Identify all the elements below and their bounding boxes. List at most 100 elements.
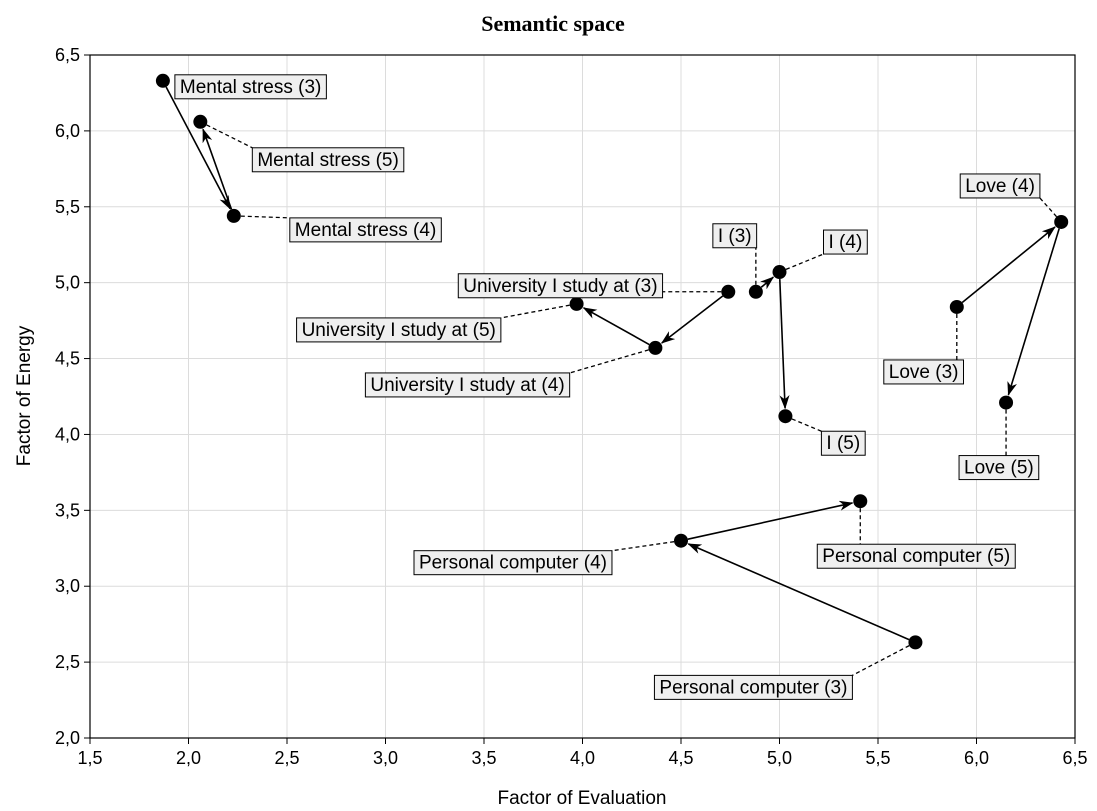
label-box: [712, 223, 758, 249]
y-tick-label: 4,5: [55, 349, 80, 369]
point-university-i-study-at-4: [648, 340, 663, 355]
point-label-text: Personal computer (3): [659, 677, 847, 698]
label-personal-computer-3: Personal computer (3): [653, 674, 853, 700]
point-love-3: [949, 299, 964, 314]
x-tick-label: 3,5: [471, 748, 496, 768]
point-label-text: Personal computer (4): [419, 553, 607, 574]
point-personal-computer-4: [674, 533, 688, 548]
label-box: [413, 550, 613, 576]
arrow-university-i-study-at-3-to-university-i-study-at-4: [660, 295, 724, 344]
point-love-4: [1054, 214, 1069, 229]
trajectory-arrows: [165, 86, 1060, 641]
x-tick-label: 5,5: [865, 748, 890, 768]
point-mental-stress-5: [193, 114, 208, 129]
x-tick-label: 4,5: [668, 748, 693, 768]
label-box: [364, 372, 571, 398]
label-box: [457, 273, 664, 299]
point-label-text: Love (4): [965, 176, 1035, 197]
x-tick-label: 2,0: [176, 748, 201, 768]
label-love-3: Love (3): [883, 359, 965, 385]
point-i-3: [748, 284, 763, 299]
point-personal-computer-3: [908, 635, 923, 650]
leader-love-4: [1039, 197, 1058, 218]
label-box: [296, 317, 502, 343]
leader-mental-stress-4: [240, 215, 290, 219]
label-box: [820, 430, 866, 456]
x-tick-label: 6,0: [964, 748, 989, 768]
point-mental-stress-3: [155, 73, 170, 88]
chart-title: Semantic space: [481, 11, 625, 36]
x-tick-label: 4,0: [570, 748, 595, 768]
arrow-university-i-study-at-4-to-university-i-study-at-5: [582, 307, 650, 346]
label-box: [823, 229, 868, 255]
label-mental-stress-4: Mental stress (4): [289, 217, 442, 243]
arrow-i-3-to-i-4: [760, 276, 775, 290]
label-box: [174, 74, 327, 100]
y-tick-label: 5,0: [55, 273, 80, 293]
label-personal-computer-4: Personal computer (4): [413, 550, 613, 576]
label-i-3: I (3): [712, 223, 758, 249]
x-tick-label: 1,5: [77, 748, 102, 768]
point-i-4: [772, 265, 787, 280]
label-box: [653, 674, 853, 700]
label-mental-stress-5: Mental stress (5): [251, 147, 405, 173]
arrow-mental-stress-4-to-mental-stress-5: [202, 128, 233, 210]
leader-university-i-study-at-4: [569, 349, 649, 374]
label-i-4: I (4): [823, 229, 868, 255]
x-tick-label: 6,5: [1062, 748, 1087, 768]
point-personal-computer-5: [853, 494, 868, 509]
point-university-i-study-at-3: [721, 284, 736, 299]
label-box: [816, 543, 1016, 569]
x-tick-label: 5,0: [767, 748, 792, 768]
x-tick-label: 3,0: [373, 748, 398, 768]
point-i-5: [778, 409, 793, 424]
point-label-text: Personal computer (5): [822, 546, 1010, 567]
label-box: [959, 173, 1041, 199]
arrow-personal-computer-3-to-personal-computer-4: [687, 543, 910, 641]
arrow-mental-stress-3-to-mental-stress-4: [165, 86, 231, 210]
y-tick-label: 6,0: [55, 121, 80, 141]
point-labels: Mental stress (3) Mental stress (4) Mental…: [174, 74, 1041, 700]
label-university-i-study-at-4: University I study at (4): [364, 372, 571, 398]
y-tick-label: 3,5: [55, 500, 80, 520]
label-box: [958, 455, 1040, 481]
label-love-5: Love (5): [958, 455, 1040, 481]
y-tick-label: 4,0: [55, 424, 80, 444]
label-personal-computer-5: Personal computer (5): [816, 543, 1016, 569]
point-label-text: I (4): [829, 232, 863, 253]
leader-personal-computer-4: [611, 541, 675, 552]
point-label-text: I (5): [826, 433, 860, 454]
y-tick-label: 5,5: [55, 197, 80, 217]
point-mental-stress-4: [226, 208, 241, 223]
label-university-i-study-at-3: University I study at (3): [457, 273, 664, 299]
arrow-love-3-to-love-4: [961, 226, 1056, 304]
x-tick-label: 2,5: [274, 748, 299, 768]
data-points: [155, 73, 1069, 650]
y-tick-label: 2,0: [55, 728, 80, 748]
label-leaders: [206, 124, 1058, 676]
arrow-personal-computer-4-to-personal-computer-5: [687, 500, 854, 540]
axis-ticks: 1,5 2,0 2,5 3,0 3,5 4,0 4,5 5,0 5,5 6,0 6,52,02,53…: [55, 45, 1088, 768]
label-box: [289, 217, 442, 243]
label-mental-stress-3: Mental stress (3): [174, 74, 327, 100]
y-tick-label: 3,0: [55, 576, 80, 596]
arrow-love-4-to-love-5: [1007, 228, 1060, 396]
leader-i-5: [791, 418, 822, 432]
y-tick-label: 2,5: [55, 652, 80, 672]
grid-lines: [89, 54, 1076, 739]
y-axis-title: Factor of Energy: [14, 325, 35, 466]
label-box: [251, 147, 405, 173]
point-label-text: Mental stress (4): [295, 220, 436, 241]
leader-mental-stress-5: [206, 124, 253, 149]
point-label-text: University I study at (3): [463, 276, 657, 297]
label-box: [883, 359, 965, 385]
x-axis-title: Factor of Evaluation: [498, 788, 667, 809]
leader-personal-computer-3: [852, 645, 910, 676]
label-university-i-study-at-5: University I study at (5): [296, 317, 502, 343]
point-label-text: Mental stress (5): [257, 150, 398, 171]
point-label-text: University I study at (5): [302, 320, 496, 341]
point-label-text: I (3): [718, 226, 752, 247]
label-love-4: Love (4): [959, 173, 1041, 199]
leader-university-i-study-at-5: [500, 304, 570, 319]
